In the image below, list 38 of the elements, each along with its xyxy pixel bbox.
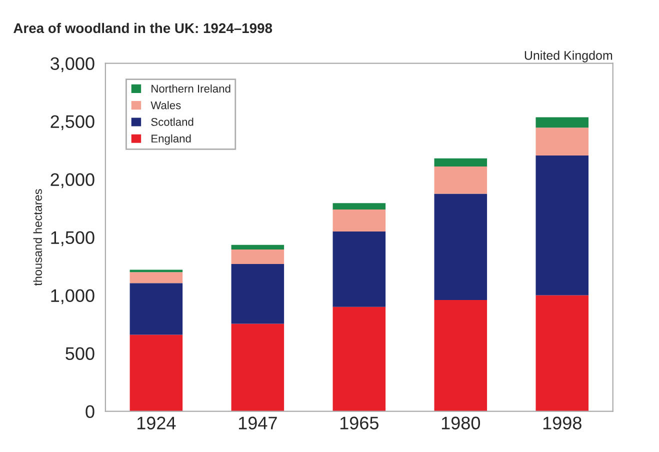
x-tick-label: 1980	[442, 416, 480, 430]
legend-label: England	[152, 134, 191, 145]
legend-label: Scotland	[151, 118, 194, 126]
y-axis-title: thousand hectares	[33, 189, 42, 286]
y-tick-label: 1,000	[51, 289, 94, 304]
bar	[231, 324, 284, 412]
x-tick-label: 1924	[137, 416, 176, 430]
bar	[130, 334, 183, 412]
bar	[434, 194, 488, 300]
bar	[536, 128, 589, 156]
bar	[536, 295, 589, 412]
bar	[130, 283, 183, 335]
bar	[332, 306, 386, 412]
bar	[536, 156, 589, 296]
bar	[231, 244, 284, 250]
y-tick-label: 0	[86, 405, 94, 418]
y-tick-label: 1,500	[51, 231, 94, 246]
bar	[332, 209, 386, 232]
bar	[434, 158, 488, 167]
x-tick-label: 1998	[543, 416, 582, 430]
bar	[231, 249, 284, 264]
y-tick-label: 3,000	[50, 57, 94, 72]
y-tick-label: 2,000	[50, 173, 94, 188]
bar	[332, 203, 386, 210]
bar	[332, 232, 386, 307]
text: United Kingdom	[524, 50, 612, 62]
chart-title: Area of woodland in the UK: 1924–1998	[14, 22, 272, 34]
bar	[434, 166, 488, 194]
bar	[536, 117, 589, 128]
bar	[231, 264, 284, 324]
y-tick-label: 2,500	[50, 115, 94, 130]
bar	[130, 272, 183, 284]
x-tick-label: 1947	[238, 416, 277, 430]
x-tick-label: 1965	[340, 416, 378, 430]
legend-label: Northern Ireland	[152, 84, 230, 93]
legend-label: Wales	[150, 101, 181, 110]
bar	[434, 300, 488, 412]
y-tick-label: 500	[66, 347, 94, 360]
